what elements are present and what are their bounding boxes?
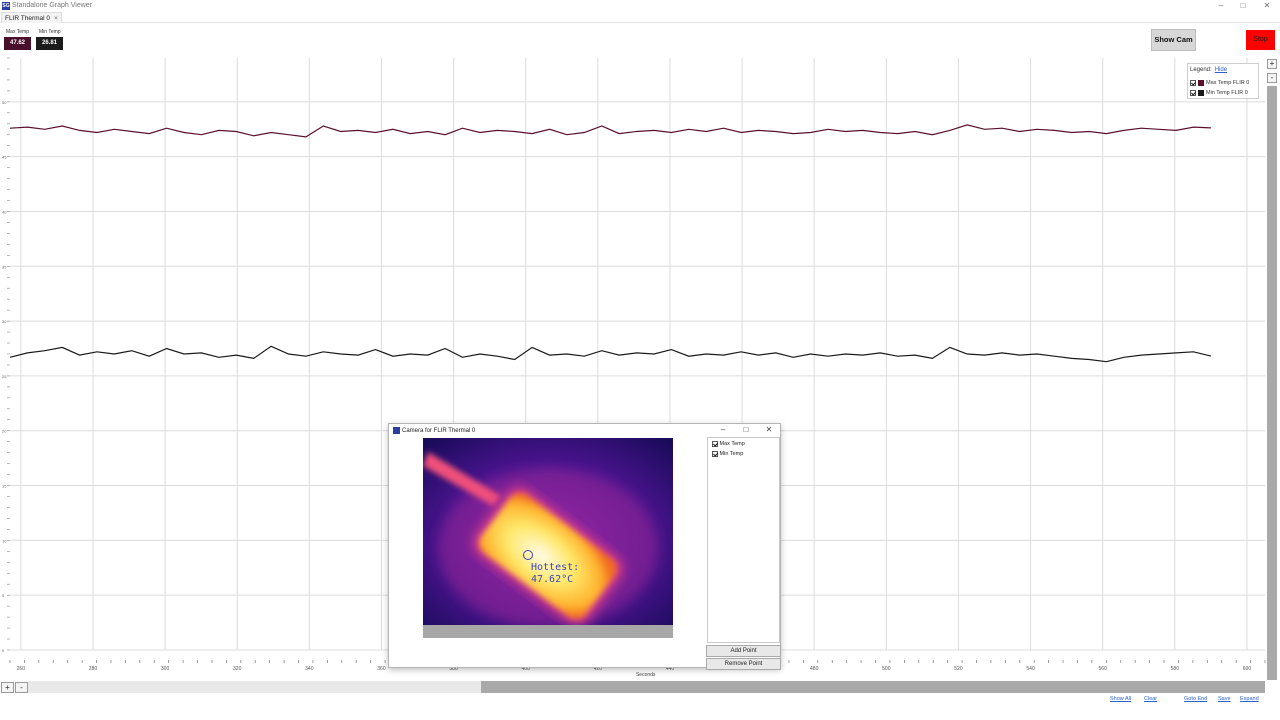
stop-button[interactable]: Stop bbox=[1246, 30, 1275, 50]
min-temp-value: 26.81 bbox=[36, 37, 63, 50]
x-tick-label: 420 bbox=[594, 666, 603, 672]
hscroll-plus-button[interactable]: + bbox=[1, 682, 14, 693]
window-title: Standalone Graph Viewer bbox=[12, 2, 93, 9]
thermal-image[interactable]: Hottest: 47.62°C bbox=[423, 438, 673, 625]
x-tick-label: 480 bbox=[810, 666, 819, 672]
y-tick-label: 25 bbox=[2, 374, 7, 379]
legend-header: Legend: bbox=[1190, 67, 1212, 73]
legend-swatch-max bbox=[1198, 79, 1204, 86]
tab-close-icon[interactable]: × bbox=[54, 15, 58, 22]
series-line-max-temp bbox=[9, 124, 1211, 138]
x-tick-label: 440 bbox=[666, 666, 675, 672]
hottest-label: Hottest: bbox=[531, 562, 580, 573]
maximize-icon[interactable]: □ bbox=[1240, 1, 1246, 10]
legend-label-max: Max Temp FLIR 0 bbox=[1206, 80, 1250, 86]
show-cam-button[interactable]: Show Cam bbox=[1151, 29, 1196, 51]
max-temp-label: Max Temp bbox=[6, 29, 29, 35]
y-tick-label: 30 bbox=[2, 319, 7, 324]
camera-close-icon[interactable]: ✕ bbox=[765, 425, 773, 434]
show-all-link[interactable]: Show All bbox=[1110, 696, 1132, 702]
camera-window-app-icon bbox=[393, 427, 400, 434]
horizontal-scroll-thumb[interactable] bbox=[481, 681, 1265, 693]
min-temp-label: Min Temp bbox=[39, 29, 61, 35]
camera-window[interactable]: Camera for FLIR Thermal 0 – □ ✕ bbox=[388, 423, 781, 670]
x-tick-label: 540 bbox=[1026, 666, 1035, 672]
clear-link[interactable]: Clear bbox=[1144, 696, 1158, 702]
camera-maximize-icon[interactable]: □ bbox=[743, 425, 749, 434]
legend-checkbox-min[interactable] bbox=[1190, 89, 1196, 96]
legend-checkbox-max[interactable] bbox=[1190, 79, 1196, 86]
x-tick-label: 340 bbox=[305, 666, 314, 672]
camera-list-label-min: Min Temp bbox=[719, 451, 744, 457]
camera-window-title-bar: Camera for FLIR Thermal 0 bbox=[393, 427, 475, 434]
legend-item-min-temp[interactable]: Min Temp FLIR 0 bbox=[1190, 89, 1248, 97]
tab-label: FLIR Thermal 0 bbox=[5, 15, 51, 22]
close-icon[interactable]: ✕ bbox=[1263, 1, 1271, 10]
x-tick-label: 520 bbox=[954, 666, 963, 672]
x-tick-label: 360 bbox=[377, 666, 386, 672]
legend-hide-link[interactable]: Hide bbox=[1214, 67, 1228, 73]
camera-minimize-icon[interactable]: – bbox=[720, 425, 726, 434]
thermal-image-graphic bbox=[423, 438, 673, 625]
hottest-marker-icon bbox=[523, 550, 533, 560]
y-tick-label: 35 bbox=[2, 264, 7, 269]
app-icon: SG bbox=[2, 2, 10, 10]
x-tick-label: 400 bbox=[522, 666, 531, 672]
x-tick-label: 280 bbox=[89, 666, 98, 672]
hscroll-minus-button[interactable]: - bbox=[15, 682, 28, 693]
expand-link[interactable]: Expand bbox=[1240, 696, 1259, 702]
add-point-button[interactable]: Add Point bbox=[706, 645, 781, 657]
legend-item-max-temp[interactable]: Max Temp FLIR 0 bbox=[1190, 79, 1249, 87]
x-tick-label: 580 bbox=[1171, 666, 1180, 672]
x-axis-label: Seconds bbox=[636, 672, 656, 678]
y-tick-label: 50 bbox=[2, 100, 7, 105]
max-temp-value: 47.62 bbox=[4, 37, 31, 50]
legend-label-min: Min Temp FLIR 0 bbox=[1206, 90, 1248, 96]
camera-list-checkbox-max[interactable] bbox=[712, 440, 718, 447]
x-tick-label: 600 bbox=[1243, 666, 1252, 672]
y-tick-label: 45 bbox=[2, 155, 7, 160]
x-tick-label: 320 bbox=[233, 666, 242, 672]
legend-swatch-min bbox=[1198, 89, 1204, 96]
title-bar: SG Standalone Graph Viewer – □ ✕ bbox=[0, 0, 1280, 12]
camera-list-checkbox-min[interactable] bbox=[712, 450, 718, 457]
x-tick-label: 380 bbox=[449, 666, 458, 672]
camera-list-item-max-temp[interactable]: Max Temp bbox=[712, 440, 745, 449]
x-tick-label: 260 bbox=[17, 666, 26, 672]
vertical-scrollbar[interactable]: + - bbox=[1266, 58, 1278, 680]
y-tick-label: 15 bbox=[2, 484, 7, 489]
camera-list-label-max: Max Temp bbox=[719, 441, 745, 447]
remove-point-button[interactable]: Remove Point bbox=[706, 658, 781, 670]
y-tick-label: 10 bbox=[2, 538, 7, 543]
save-link[interactable]: Save bbox=[1218, 696, 1231, 702]
tab-bar: FLIR Thermal 0 × bbox=[0, 12, 1280, 23]
vertical-scroll-thumb[interactable] bbox=[1267, 86, 1277, 680]
x-tick-label: 560 bbox=[1099, 666, 1108, 672]
x-tick-label: 500 bbox=[882, 666, 891, 672]
y-tick-label: 40 bbox=[2, 209, 7, 214]
y-tick-label: 20 bbox=[2, 429, 7, 434]
camera-list-item-min-temp[interactable]: Min Temp bbox=[712, 450, 743, 459]
series-line-min-temp bbox=[9, 345, 1212, 363]
camera-window-title: Camera for FLIR Thermal 0 bbox=[402, 428, 476, 435]
temperature-chart[interactable]: 2602803003203403603804004204404604805005… bbox=[0, 56, 1266, 681]
zoom-in-button[interactable]: + bbox=[1267, 59, 1277, 69]
hottest-value: 47.62°C bbox=[531, 574, 574, 585]
minimize-icon[interactable]: – bbox=[1218, 1, 1224, 10]
camera-series-list[interactable]: Max Temp Min Temp bbox=[707, 437, 780, 643]
goto-end-link[interactable]: Goto End bbox=[1184, 696, 1208, 702]
y-tick-label: 0 bbox=[2, 648, 5, 653]
x-tick-label: 300 bbox=[161, 666, 170, 672]
y-tick-label: 5 bbox=[2, 593, 5, 598]
zoom-out-button[interactable]: - bbox=[1267, 73, 1277, 83]
tab-flir-thermal-0[interactable]: FLIR Thermal 0 × bbox=[1, 12, 62, 23]
chart-legend: Legend: Hide Max Temp FLIR 0 Min Temp FLI… bbox=[1187, 63, 1259, 99]
thermal-image-status-bar bbox=[423, 625, 673, 638]
hottest-annotation: Hottest: 47.62°C bbox=[531, 562, 579, 586]
